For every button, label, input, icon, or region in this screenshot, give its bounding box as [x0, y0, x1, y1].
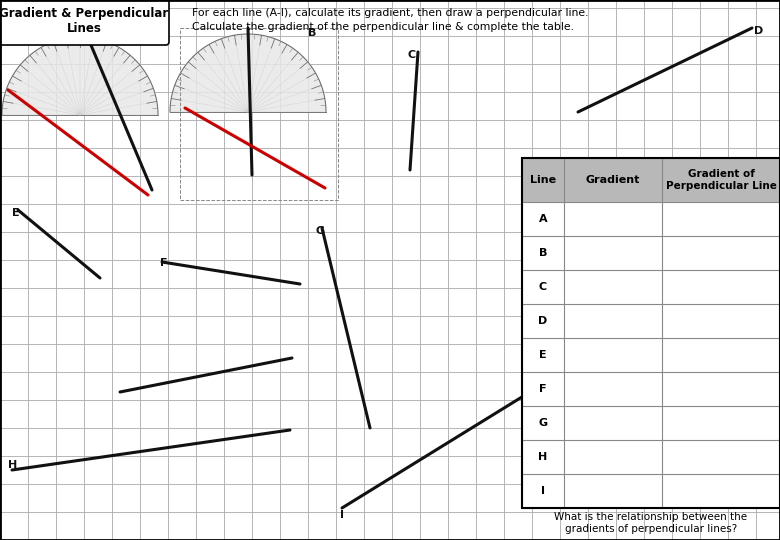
Text: C: C: [539, 282, 547, 292]
Text: I: I: [340, 510, 344, 520]
Bar: [522, 474, 780, 508]
Bar: [522, 270, 780, 304]
Text: C: C: [408, 50, 416, 60]
Text: A: A: [539, 214, 548, 224]
Text: F: F: [539, 384, 547, 394]
Text: Line: Line: [530, 175, 556, 185]
Text: B: B: [539, 248, 548, 258]
Bar: [522, 202, 780, 236]
Text: Gradient & Perpendicular
Lines: Gradient & Perpendicular Lines: [0, 7, 168, 35]
Polygon shape: [2, 37, 158, 115]
Text: G: G: [538, 418, 548, 428]
Bar: [522, 158, 780, 202]
Polygon shape: [170, 34, 326, 112]
Text: G: G: [316, 226, 325, 236]
Text: Gradient: Gradient: [586, 175, 640, 185]
Bar: [522, 158, 780, 508]
Bar: [522, 304, 780, 338]
Text: A: A: [155, 35, 164, 45]
Text: E: E: [539, 350, 547, 360]
FancyBboxPatch shape: [0, 0, 169, 45]
Text: Calculate the gradient of the perpendicular line & complete the table.: Calculate the gradient of the perpendicu…: [192, 22, 574, 32]
Text: B: B: [308, 28, 317, 38]
Text: D: D: [754, 26, 764, 36]
Bar: [522, 372, 780, 406]
Text: E: E: [12, 208, 20, 218]
Text: Gradient of
Perpendicular Line: Gradient of Perpendicular Line: [665, 169, 776, 191]
Bar: [522, 338, 780, 372]
Text: D: D: [538, 316, 548, 326]
Text: H: H: [538, 452, 548, 462]
Bar: [522, 440, 780, 474]
Text: For each line (A-I), calculate its gradient, then draw a perpendicular line.: For each line (A-I), calculate its gradi…: [192, 8, 588, 18]
Bar: [522, 236, 780, 270]
Text: F: F: [160, 258, 168, 268]
Text: H: H: [8, 460, 17, 470]
Bar: [522, 406, 780, 440]
Text: What is the relationship between the
gradients of perpendicular lines?: What is the relationship between the gra…: [555, 512, 747, 534]
Text: I: I: [541, 486, 545, 496]
